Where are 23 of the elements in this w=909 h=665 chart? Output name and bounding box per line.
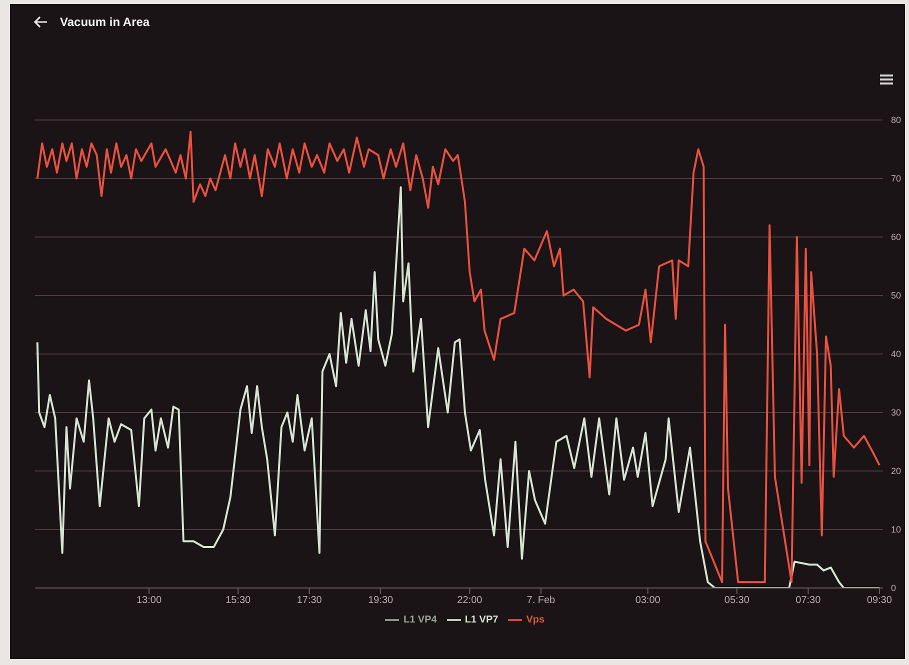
x-tick-label: 03:00 xyxy=(635,595,661,606)
x-tick-label: 7. Feb xyxy=(526,595,556,606)
legend-label: Vps xyxy=(526,614,545,626)
x-tick-label: 09:30 xyxy=(866,595,892,606)
y-tick-label: 60 xyxy=(891,232,902,242)
y-tick-label: 20 xyxy=(891,466,902,476)
y-tick-label: 70 xyxy=(891,174,902,184)
legend-label: L1 VP7 xyxy=(464,614,498,626)
y-tick-label: 50 xyxy=(891,290,902,301)
x-tick-label: 22:00 xyxy=(457,595,483,606)
legend-label: L1 VP4 xyxy=(403,614,437,626)
y-tick-label: 40 xyxy=(891,349,902,360)
y-tick-label: 30 xyxy=(891,408,902,418)
x-tick-label: 19:30 xyxy=(368,595,394,606)
x-tick-label: 13:00 xyxy=(136,595,162,606)
y-tick-label: 80 xyxy=(891,115,902,126)
x-tick-label: 17:30 xyxy=(296,595,322,606)
x-tick-label: 15:30 xyxy=(226,595,252,606)
x-tick-label: 05:30 xyxy=(724,595,750,606)
y-tick-label: 10 xyxy=(891,524,902,535)
y-tick-label: 0 xyxy=(891,583,896,594)
chart-title: Vacuum in Area xyxy=(60,15,150,29)
x-tick-label: 07:30 xyxy=(796,595,822,606)
